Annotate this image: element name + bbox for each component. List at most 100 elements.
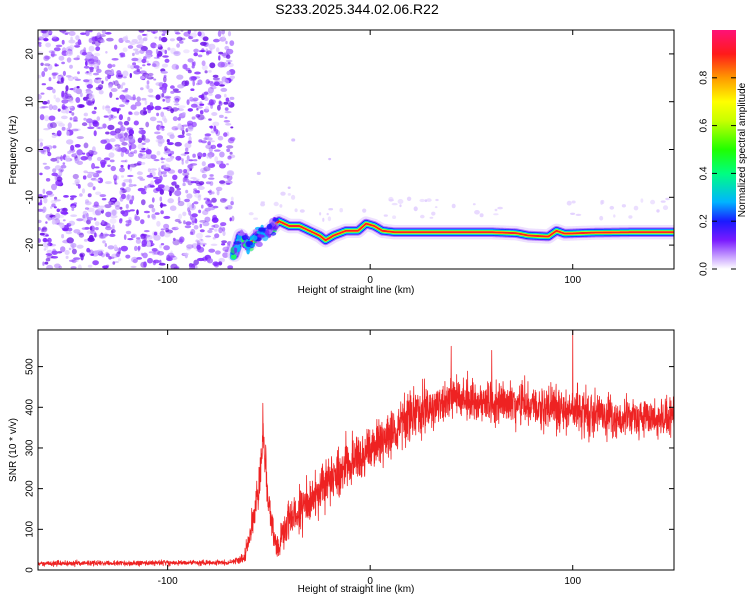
spectrogram-noise-cell bbox=[88, 156, 93, 161]
spectrogram-halo-cell bbox=[399, 204, 402, 208]
spectrogram-noise-cell bbox=[137, 171, 141, 174]
spectrogram-noise-cell bbox=[185, 147, 189, 152]
spectrogram-noise-cell bbox=[187, 69, 192, 74]
spectrogram-noise-cell bbox=[54, 64, 59, 67]
spectrogram-noise-cell bbox=[216, 160, 224, 165]
spectrogram-noise-cell bbox=[175, 32, 181, 35]
snr-y-tick-label: 400 bbox=[25, 399, 36, 416]
spectrogram-noise-cell bbox=[67, 106, 73, 109]
spectrogram-noise-cell bbox=[70, 197, 74, 201]
spectrogram-noise-cell bbox=[147, 72, 154, 77]
spectrogram-noise-cell bbox=[136, 257, 143, 260]
spectrogram-noise-cell bbox=[159, 196, 163, 202]
spectrogram-noise-cell bbox=[95, 170, 103, 173]
spectrogram-noise-cell bbox=[204, 70, 208, 74]
spectrogram-noise-cell bbox=[42, 148, 46, 155]
spectrogram-noise-cell bbox=[56, 208, 61, 213]
spectrogram-noise-cell bbox=[186, 193, 193, 199]
spectrogram-ridge-blotch bbox=[249, 235, 258, 241]
spectrogram-noise-cell bbox=[158, 126, 162, 131]
spectrogram-noise-cell bbox=[159, 230, 165, 237]
spectrogram-noise-cell bbox=[54, 175, 57, 181]
spectrogram-noise-cell bbox=[129, 199, 134, 205]
spectrogram-noise-cell bbox=[123, 76, 127, 79]
spectrogram-noise-cell bbox=[108, 152, 115, 158]
spectrogram-noise-cell bbox=[111, 230, 114, 234]
spectrogram-noise-cell bbox=[142, 33, 148, 36]
spectrogram-noise-cell bbox=[193, 61, 196, 66]
spectrogram-noise-cell bbox=[197, 31, 202, 37]
spectrogram-noise-cell bbox=[210, 85, 217, 90]
spectrogram-noise-cell bbox=[145, 152, 153, 159]
spectrogram-noise-cell bbox=[194, 180, 200, 184]
spectrogram-noise-cell bbox=[160, 121, 163, 128]
spectrogram-y-tick-label: -10 bbox=[25, 190, 36, 205]
spectrogram-noise-cell bbox=[70, 36, 73, 41]
spectrogram-noise-cell bbox=[45, 221, 48, 224]
spectrogram-noise-cell bbox=[220, 222, 227, 227]
spectrogram-noise-cell bbox=[53, 94, 57, 99]
spectrogram-noise-cell bbox=[210, 103, 214, 109]
spectrogram-noise-cell bbox=[71, 207, 75, 211]
spectrogram-noise-cell bbox=[207, 87, 214, 94]
spectrogram-noise-cell bbox=[101, 220, 105, 225]
spectrogram-noise-cell bbox=[171, 107, 179, 112]
spectrogram-noise-cell bbox=[68, 31, 76, 36]
spectrogram-noise-cell bbox=[78, 232, 85, 238]
spectrogram-noise-cell bbox=[149, 102, 153, 107]
spectrogram-noise-cell bbox=[214, 233, 220, 239]
spectrogram-noise-cell bbox=[227, 61, 231, 65]
spectrogram-noise-cell bbox=[49, 213, 53, 219]
spectrogram-noise-cell bbox=[230, 201, 234, 206]
spectrogram-y-tick-label: -20 bbox=[25, 237, 36, 252]
spectrogram-noise-cell bbox=[97, 126, 104, 130]
spectrogram-noise-cell bbox=[209, 62, 216, 69]
spectrogram-noise-cell bbox=[204, 216, 211, 223]
spectrogram-noise-cell bbox=[222, 198, 228, 202]
spectrogram-noise-cell bbox=[140, 190, 147, 195]
spectrogram-noise-cell bbox=[201, 242, 207, 246]
spectrogram-noise-cell bbox=[61, 39, 65, 45]
spectrogram-noise-cell bbox=[94, 77, 102, 80]
spectrogram-noise-cell bbox=[51, 183, 57, 191]
spectrogram-noise-cell bbox=[229, 75, 235, 80]
snr-y-axis-title: SNR (10 * v/v) bbox=[8, 418, 19, 482]
spectrogram-noise-cell bbox=[135, 238, 141, 244]
spectrogram-noise-cell bbox=[124, 88, 129, 91]
spectrogram-noise-cell bbox=[209, 174, 214, 177]
spectrogram-noise-cell bbox=[93, 130, 97, 137]
spectrogram-noise-cell bbox=[109, 218, 117, 224]
spectrogram-noise-cell bbox=[161, 161, 165, 164]
spectrogram-noise-cell bbox=[43, 67, 48, 72]
spectrogram-noise-cell bbox=[111, 209, 117, 216]
spectrogram-noise-cell bbox=[42, 242, 50, 248]
spectrogram-ridge-blotch bbox=[264, 229, 270, 236]
spectrogram-noise-cell bbox=[71, 248, 77, 255]
spectrogram-noise-cell bbox=[126, 95, 132, 100]
spectrogram-noise-cell bbox=[225, 206, 229, 210]
spectrogram-noise-cell bbox=[101, 30, 106, 35]
spectrogram-noise-cell bbox=[90, 59, 98, 65]
spectrogram-noise-cell bbox=[119, 206, 123, 210]
spectrogram-noise-cell bbox=[87, 264, 93, 268]
spectrogram-noise-cell bbox=[84, 207, 90, 210]
spectrogram-noise-cell bbox=[145, 234, 153, 240]
spectrogram-noise-cell bbox=[138, 130, 142, 134]
spectrogram-noise-cell bbox=[61, 126, 66, 131]
spectrogram-noise-cell bbox=[217, 104, 221, 111]
spectrogram-noise-cell bbox=[107, 124, 115, 131]
spectrogram-halo-cell bbox=[328, 208, 334, 211]
spectrogram-noise-cell bbox=[229, 217, 232, 222]
spectrogram-noise-cell bbox=[119, 218, 123, 222]
spectrogram-noise-cell bbox=[87, 100, 95, 106]
spectrogram-noise-cell bbox=[38, 238, 41, 243]
spectrogram-noise-cell bbox=[80, 92, 83, 98]
spectrogram-noise-cell bbox=[74, 45, 80, 48]
spectrogram-noise-cell bbox=[161, 63, 169, 68]
spectrogram-ridge-blotch bbox=[257, 234, 265, 238]
spectrogram-halo-cell bbox=[656, 209, 660, 213]
spectrogram-noise-cell bbox=[95, 86, 103, 91]
spectrogram-noise-cell bbox=[68, 220, 76, 226]
spectrogram-noise-cell bbox=[117, 133, 124, 139]
spectrogram-noise-cell bbox=[55, 97, 61, 103]
